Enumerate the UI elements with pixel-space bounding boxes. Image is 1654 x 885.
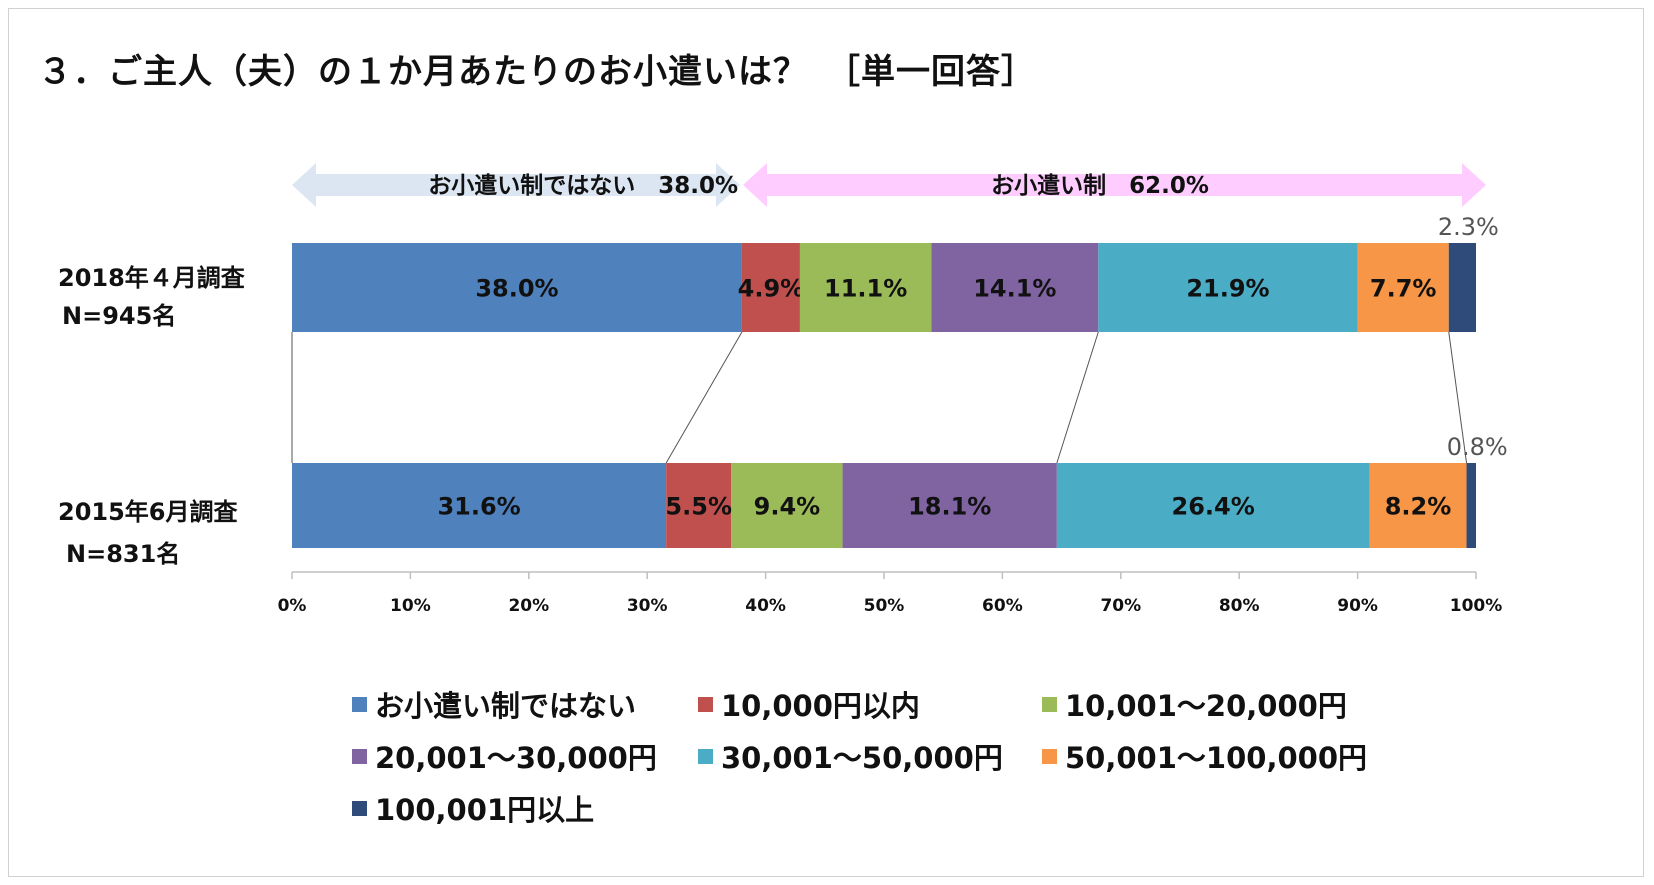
data-label: 8.2%: [1385, 493, 1452, 521]
x-tick-label: 50%: [864, 596, 905, 616]
bar-segment-2018-3: [931, 243, 1099, 332]
non-allowance-arrow-label: お小遣い制ではない 38.0%: [428, 173, 738, 199]
legend-label: 10,000円以内: [721, 689, 920, 723]
data-label-outside: 2.3%: [1438, 213, 1499, 241]
row-label-2015-n: N=831名: [66, 540, 181, 568]
legend-item: 50,001～100,000円: [1042, 735, 1367, 777]
data-label: 18.1%: [908, 493, 991, 521]
legend-label: 10,001～20,000円: [1065, 689, 1347, 723]
row-label-2015: 2015年6月調査 N=831名: [58, 493, 238, 573]
bar-segment-2015-1: [666, 463, 732, 548]
x-tick-label: 40%: [745, 596, 786, 616]
data-label: 7.7%: [1370, 275, 1437, 303]
bar-segment-2018-2: [799, 243, 932, 332]
bar-segment-2015-3: [842, 463, 1057, 548]
x-tick-label: 60%: [982, 596, 1023, 616]
bar-segment-2015-0: [292, 463, 667, 548]
row-label-2018: 2018年４月調査 N=945名: [58, 259, 245, 335]
connector-line: [665, 331, 743, 464]
data-label: 21.9%: [1186, 275, 1269, 303]
legend-item: 20,001～30,000円: [352, 735, 657, 777]
bar-segments: 38.0% 4.9% 11.1% 14.1% 21.9% 7.7% 2.3% 31.6% 5.5…: [292, 213, 1508, 548]
bar-segment-2015-4: [1056, 463, 1370, 548]
bar-segment-2018-6: [1448, 243, 1476, 332]
x-tick-label: 80%: [1219, 596, 1260, 616]
category-arrows: お小遣い制ではない 38.0% お小遣い制 62.0%: [292, 163, 1486, 207]
bar-segment-2015-5: [1369, 463, 1467, 548]
connector-line: [1448, 331, 1468, 464]
x-tick-label: 100%: [1450, 596, 1503, 616]
bar-segment-2018-4: [1098, 243, 1358, 332]
bar-segment-2018-5: [1357, 243, 1449, 332]
data-label: 4.9%: [738, 275, 805, 303]
x-axis: 0% 10% 20% 30% 40% 50% 60% 70% 80% 90% 100%: [278, 571, 1503, 616]
legend-label: 50,001～100,000円: [1065, 741, 1367, 775]
legend-label: 100,001円以上: [375, 793, 595, 827]
data-label: 31.6%: [437, 493, 520, 521]
legend-swatch: [352, 696, 367, 712]
legend-swatch: [1042, 696, 1057, 712]
data-label-outside: 0.8%: [1447, 433, 1508, 461]
legend-swatch: [352, 800, 367, 816]
x-tick-label: 20%: [508, 596, 549, 616]
legend-label: お小遣い制ではない: [375, 689, 637, 723]
bar-segment-2015-2: [731, 463, 843, 548]
row-label-2018-survey: 2018年４月調査: [58, 264, 245, 292]
data-label: 9.4%: [754, 493, 821, 521]
legend-label: 30,001～50,000円: [721, 741, 1003, 775]
chart-frame: [8, 8, 1644, 877]
connector-lines: [291, 331, 1468, 464]
page-title: ３．ご主人（夫）の１か月あたりのお小遣いは？ ［単一回答］: [38, 52, 1036, 92]
x-tick-label: 0%: [278, 596, 307, 616]
data-label: 26.4%: [1172, 493, 1255, 521]
bar-segment-2018-1: [741, 243, 800, 332]
allowance-arrow-label: お小遣い制 62.0%: [991, 173, 1209, 199]
x-tick-label: 30%: [627, 596, 668, 616]
legend-swatch: [698, 696, 713, 712]
data-label: 38.0%: [475, 275, 558, 303]
allowance-arrow: [743, 163, 1486, 207]
legend-label: 20,001～30,000円: [375, 741, 657, 775]
legend-swatch: [698, 748, 713, 764]
bar-segment-2018-0: [292, 243, 742, 332]
legend-item: 100,001円以上: [352, 787, 594, 829]
legend-swatch: [352, 748, 367, 764]
connector-line: [1056, 331, 1099, 464]
row-label-2015-survey: 2015年6月調査: [58, 498, 238, 526]
non-allowance-arrow: [292, 163, 740, 207]
legend-swatch: [1042, 748, 1057, 764]
legend-item: お小遣い制ではない: [352, 683, 636, 725]
row-label-2018-n: N=945名: [62, 302, 177, 330]
x-tick-label: 90%: [1337, 596, 1378, 616]
legend-item: 10,001～20,000円: [1042, 683, 1347, 725]
data-label: 5.5%: [665, 493, 732, 521]
data-label: 11.1%: [824, 275, 907, 303]
x-tick-label: 10%: [390, 596, 431, 616]
x-tick-label: 70%: [1100, 596, 1141, 616]
legend-item: 10,000円以内: [698, 683, 920, 725]
data-label: 14.1%: [973, 275, 1056, 303]
bar-segment-2015-6: [1466, 463, 1476, 548]
legend-item: 30,001～50,000円: [698, 735, 1003, 777]
